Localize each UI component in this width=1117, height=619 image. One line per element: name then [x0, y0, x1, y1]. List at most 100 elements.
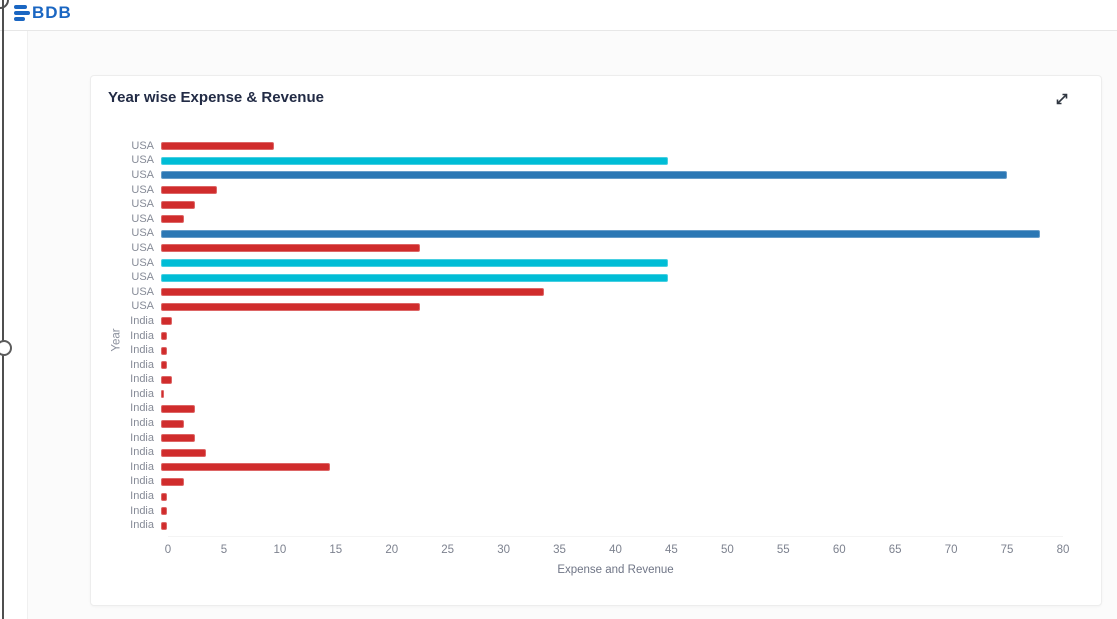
chart-row: India: [108, 504, 1063, 519]
bar-red[interactable]: [161, 317, 173, 326]
bar-track: [161, 477, 1063, 486]
x-tick: 60: [832, 544, 846, 557]
category-label: India: [130, 417, 154, 430]
bar-blue[interactable]: [161, 229, 1041, 238]
x-tick: 75: [1000, 544, 1014, 557]
bar-track: [161, 259, 1063, 268]
bar-track: [161, 215, 1063, 224]
x-tick: 20: [385, 544, 399, 557]
chart-row: USA: [108, 300, 1063, 315]
bar-red[interactable]: [161, 448, 207, 457]
bar-red[interactable]: [161, 390, 165, 399]
bar-red[interactable]: [161, 346, 167, 355]
bar-red[interactable]: [161, 492, 167, 501]
category-label: India: [130, 314, 154, 327]
bar-chart: USA USA USA USA USA USA USA USA USA USA USA USA Indi…: [108, 139, 1069, 576]
chart-row: USA: [108, 270, 1063, 285]
bar-track: [161, 288, 1063, 297]
chart-row: India: [108, 431, 1063, 446]
bar-cyan[interactable]: [161, 156, 669, 165]
bar-red[interactable]: [161, 434, 195, 443]
bar-red[interactable]: [161, 288, 545, 297]
chart-row: India: [108, 402, 1063, 417]
bar-track: [161, 156, 1063, 165]
bar-track: [161, 448, 1063, 457]
chart-row: India: [108, 387, 1063, 402]
bar-red[interactable]: [161, 215, 184, 224]
bdb-logo[interactable]: BDB: [14, 3, 72, 23]
x-tick: 0: [164, 544, 172, 557]
chart-row: India: [108, 445, 1063, 460]
bar-red[interactable]: [161, 332, 167, 341]
bar-red[interactable]: [161, 375, 173, 384]
chart-row: India: [108, 358, 1063, 373]
bar-red[interactable]: [161, 404, 195, 413]
x-tick: 65: [888, 544, 902, 557]
bar-red[interactable]: [161, 200, 195, 209]
left-rail: [4, 31, 28, 619]
bar-track: [161, 171, 1063, 180]
chart-row: India: [108, 329, 1063, 344]
x-axis: 0 5 10 15 20 25 30 35 40 45 50 55 60 65 70 75 80: [164, 536, 1069, 560]
category-label: India: [130, 490, 154, 503]
category-label: India: [130, 504, 154, 517]
category-label: India: [130, 387, 154, 400]
category-label: USA: [131, 271, 154, 284]
chart-row: India: [108, 518, 1063, 533]
chart-row: India: [108, 460, 1063, 475]
category-label: India: [130, 446, 154, 459]
bar-red[interactable]: [161, 507, 167, 516]
chart-row: India: [108, 489, 1063, 504]
expand-arrows-icon: [1056, 93, 1068, 105]
chart-row: USA: [108, 139, 1063, 154]
chart-row: USA: [108, 227, 1063, 242]
bar-red[interactable]: [161, 463, 331, 472]
bar-track: [161, 521, 1063, 530]
category-label: India: [130, 460, 154, 473]
bar-cyan[interactable]: [161, 273, 669, 282]
bar-red[interactable]: [161, 361, 167, 370]
bdb-logo-text: BDB: [32, 3, 72, 22]
bar-track: [161, 302, 1063, 311]
bar-red[interactable]: [161, 419, 184, 428]
chart-row: USA: [108, 256, 1063, 271]
chart-row: USA: [108, 154, 1063, 169]
chart-row: India: [108, 343, 1063, 358]
bar-red[interactable]: [161, 302, 421, 311]
bar-red[interactable]: [161, 244, 421, 253]
x-tick: 80: [1056, 544, 1070, 557]
category-label: USA: [131, 241, 154, 254]
bar-blue[interactable]: [161, 171, 1007, 180]
bar-track: [161, 419, 1063, 428]
bar-red[interactable]: [161, 477, 184, 486]
bar-track: [161, 186, 1063, 195]
expand-button[interactable]: [1051, 88, 1073, 110]
bar-track: [161, 492, 1063, 501]
category-label: USA: [131, 168, 154, 181]
x-tick: 15: [329, 544, 343, 557]
category-label: USA: [131, 256, 154, 269]
category-label: India: [130, 431, 154, 444]
dashboard-canvas: Year wise Expense & Revenue Year USA USA U…: [28, 31, 1117, 619]
bar-red[interactable]: [161, 186, 218, 195]
category-label: India: [130, 402, 154, 415]
chart-row: USA: [108, 241, 1063, 256]
bar-track: [161, 507, 1063, 516]
x-tick: 40: [609, 544, 622, 557]
bar-cyan[interactable]: [161, 259, 669, 268]
bar-track: [161, 375, 1063, 384]
category-label: USA: [131, 285, 154, 298]
chart-row: USA: [108, 212, 1063, 227]
chart-row: USA: [108, 197, 1063, 212]
chart-row: USA: [108, 285, 1063, 300]
bar-red[interactable]: [161, 521, 167, 530]
x-tick: 10: [273, 544, 287, 557]
capture-drag-handle[interactable]: [0, 340, 12, 356]
bar-track: [161, 200, 1063, 209]
chart-row: India: [108, 475, 1063, 490]
chart-row: USA: [108, 183, 1063, 198]
category-label: India: [130, 373, 154, 386]
bar-red[interactable]: [161, 142, 274, 151]
x-tick: 45: [665, 544, 678, 557]
